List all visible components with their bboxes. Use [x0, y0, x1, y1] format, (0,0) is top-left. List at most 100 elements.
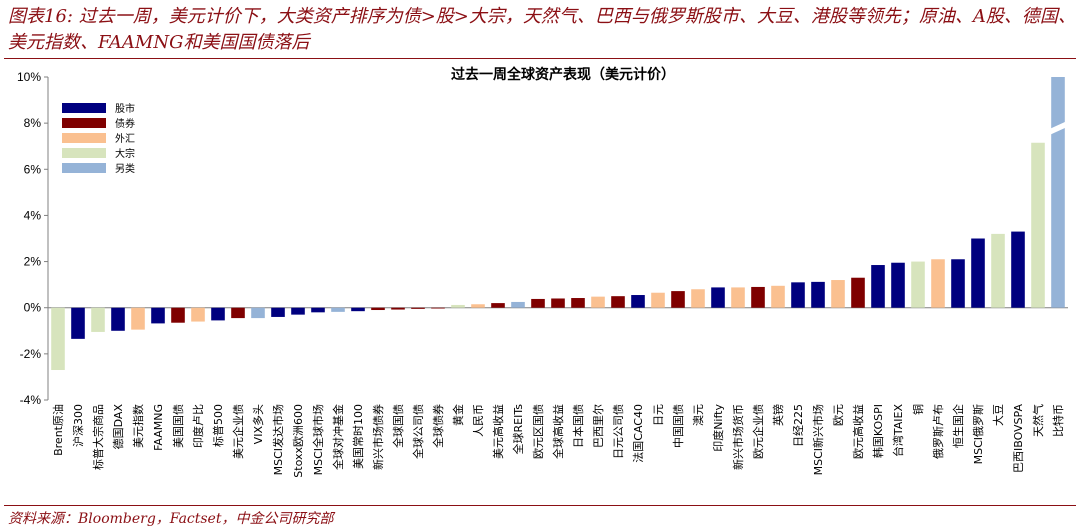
bar: [291, 307, 305, 315]
bar: [631, 295, 645, 308]
x-tick-label: 标普大宗商品: [91, 404, 105, 470]
legend-swatch: [62, 133, 106, 143]
x-tick-label: 美国常时100: [352, 404, 365, 469]
bar: [411, 307, 425, 309]
x-tick-label: 全球国债: [391, 404, 405, 448]
bar: [831, 280, 845, 308]
legend-swatch: [62, 148, 106, 158]
x-tick-label: 天然气: [1031, 404, 1045, 437]
x-tick-label: MSCI发达市场: [271, 404, 285, 475]
x-tick-label: 美国国债: [171, 404, 185, 448]
bar: [1011, 231, 1025, 308]
bar: [871, 265, 885, 308]
y-tick-label: 4%: [24, 208, 42, 222]
legend-label: 股市: [115, 102, 135, 115]
legend-label: 外汇: [115, 132, 135, 145]
y-tick-label: -2%: [20, 347, 42, 361]
title-divider: [4, 58, 1076, 59]
x-tick-label: 美元指数: [131, 404, 145, 448]
axis-break-mark: [1049, 121, 1067, 136]
x-tick-label: VIX多头: [251, 404, 265, 444]
x-tick-label: 欧元区国债: [531, 404, 545, 459]
x-tick-label: 铜: [911, 404, 925, 415]
bar: [91, 307, 105, 332]
x-tick-label: 日经225: [792, 404, 805, 447]
bar: [951, 259, 965, 308]
chart: 过去一周全球资产表现（美元计价） -4% -2% 0% 2% 4% 6% 8% 10% Bre…: [17, 66, 1068, 478]
y-tick-label: 8%: [24, 116, 42, 130]
bar: [111, 307, 125, 331]
legend-swatch: [62, 118, 106, 128]
bar: [751, 286, 765, 308]
x-tick-label: Brent原油: [51, 404, 65, 456]
bar: [851, 277, 865, 308]
x-tick-label: 标普500: [211, 404, 225, 447]
bar: [1031, 142, 1045, 308]
bar: [151, 307, 165, 324]
y-tick-label: 6%: [24, 162, 42, 176]
bar: [371, 307, 385, 311]
bar: [791, 282, 805, 308]
bar: [311, 307, 325, 313]
x-tick-label: Stoxx欧洲600: [292, 404, 305, 478]
bar: [451, 304, 465, 308]
bar: [131, 307, 145, 330]
bar: [211, 307, 225, 321]
bar: [171, 307, 185, 323]
bar: [811, 281, 825, 308]
bar: [231, 307, 245, 319]
x-tick-label: 恒生国企: [951, 404, 965, 448]
bar: [351, 307, 365, 312]
bar: [611, 296, 625, 308]
x-tick-label: MSCI新兴市场: [811, 404, 825, 475]
x-tick-label: 中国国债: [671, 404, 685, 448]
bar: [891, 262, 905, 308]
x-tick-label: 印度卢比: [191, 404, 205, 448]
legend-swatch: [62, 103, 106, 113]
x-tick-label: 台湾TAIEX: [891, 404, 905, 458]
x-tick-label: MSCI全球市场: [311, 404, 325, 475]
y-tick-label: 0%: [24, 301, 42, 315]
bar: [431, 307, 445, 309]
x-tick-label: 澳元: [692, 404, 705, 426]
x-tick-label: 巴西里尔: [592, 404, 605, 448]
bar: [51, 307, 65, 371]
bar: [71, 307, 85, 339]
bar: [271, 307, 285, 317]
x-tick-label: 欧元: [832, 404, 845, 426]
y-tick-label: -4%: [20, 393, 42, 407]
legend-label: 另类: [115, 162, 135, 175]
x-tick-label: 巴西IBOVSPA: [1012, 404, 1025, 473]
bar: [471, 304, 485, 308]
footer-divider: [4, 505, 1076, 506]
bar: [691, 289, 705, 308]
x-tick-label: 俄罗斯卢布: [932, 404, 945, 459]
bar: [551, 298, 565, 308]
x-tick-label: 德国DAX: [111, 404, 125, 450]
x-tick-label: 日本国债: [571, 404, 585, 448]
x-tick-label: 欧元企业债: [751, 404, 765, 459]
x-tick-label: 全球对冲基金: [331, 404, 345, 470]
bar: [971, 238, 985, 308]
y-tick-label: 10%: [17, 70, 41, 84]
x-tick-label: 日元公司债: [611, 404, 625, 459]
x-tick-label: 沪深300: [71, 404, 85, 447]
x-tick-label: 欧元高收益: [851, 404, 865, 459]
x-tick-label: 全球REITs: [511, 404, 525, 455]
x-tick-label: 新兴市场货币: [731, 404, 745, 470]
bar: [651, 292, 665, 308]
bar: [671, 291, 685, 308]
x-tick-label: 比特币: [1051, 404, 1065, 437]
bar: [591, 296, 605, 308]
bar: [911, 261, 925, 308]
x-tick-label: 大豆: [991, 404, 1005, 426]
x-tick-label: 人民币: [472, 404, 485, 437]
bar: [771, 285, 785, 308]
bar: [931, 259, 945, 308]
x-tick-label: 日元: [652, 404, 665, 426]
bar: [711, 287, 725, 308]
x-tick-label: FAAMNG: [152, 404, 165, 451]
y-tick-label: 2%: [24, 255, 42, 269]
x-tick-label: 新兴市场债券: [371, 404, 385, 470]
x-tick-label: 全球债券: [431, 404, 445, 448]
